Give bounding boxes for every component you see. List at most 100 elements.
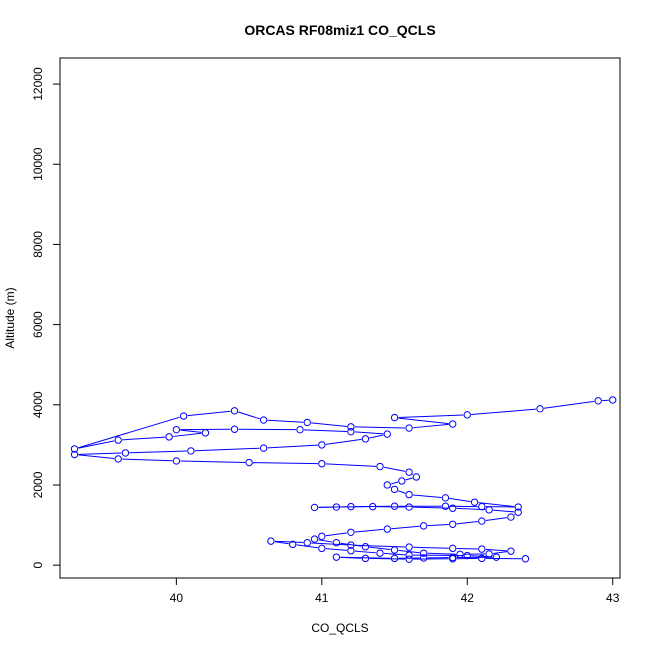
data-point (456, 550, 464, 559)
data-point (318, 544, 326, 553)
series-segment (311, 422, 347, 427)
data-point (398, 477, 406, 485)
series-segment (369, 557, 406, 560)
data-point (478, 554, 486, 563)
data-point (267, 537, 275, 545)
data-point (361, 435, 370, 443)
y-tick-label: 4000 (31, 391, 45, 418)
data-point (376, 549, 384, 557)
series-segment (369, 546, 391, 550)
plot-frame (59, 57, 621, 579)
y-tick-label: 6000 (31, 311, 45, 338)
data-point (318, 441, 326, 449)
data-point (303, 418, 311, 427)
data-point (332, 539, 341, 547)
series-segment (78, 452, 122, 455)
series-segment (180, 460, 246, 463)
series-segment (405, 477, 413, 481)
data-point (449, 420, 457, 428)
data-point (332, 553, 341, 561)
series-segment (303, 429, 347, 433)
series-segment (354, 544, 406, 548)
data-point (318, 532, 326, 541)
data-point (521, 555, 530, 563)
series-segment (427, 552, 457, 555)
data-point (405, 503, 413, 511)
series-segment (78, 416, 180, 449)
x-tick-label: 43 (606, 591, 620, 605)
series-segment (390, 481, 399, 485)
series-segment (267, 419, 304, 423)
data-point (70, 445, 79, 453)
data-point (419, 549, 428, 557)
series-segment (194, 447, 260, 452)
data-point (485, 550, 493, 558)
series-segment (325, 438, 362, 445)
series-segment (325, 463, 377, 467)
data-point (514, 508, 522, 516)
data-point (449, 553, 457, 562)
series-segment (427, 523, 449, 527)
series-segment (456, 547, 478, 550)
data-point (383, 481, 391, 489)
series-segment (485, 517, 508, 522)
data-point (121, 449, 130, 457)
data-point (179, 412, 188, 420)
data-point (347, 502, 355, 511)
data-point (369, 502, 377, 511)
data-point (347, 541, 355, 549)
x-tick-label: 42 (461, 591, 475, 605)
data-point (449, 504, 457, 512)
series-segment (398, 414, 464, 418)
x-tick-label: 41 (315, 591, 329, 605)
data-point (405, 543, 413, 551)
data-point (230, 425, 239, 433)
y-axis-label: Altitude (m) (3, 287, 17, 348)
series-segment (413, 546, 449, 549)
data-point (478, 517, 486, 525)
data-point (449, 520, 457, 528)
series-segment (456, 521, 478, 525)
y-tick-label: 8000 (31, 231, 45, 258)
data-point (390, 546, 399, 554)
data-point (405, 468, 413, 476)
data-point (361, 543, 370, 551)
data-point (347, 528, 355, 536)
series-segment (493, 509, 515, 513)
data-point (347, 427, 355, 436)
series-segment (187, 410, 231, 417)
series-segment (122, 458, 173, 462)
data-point (405, 424, 413, 432)
data-point (332, 503, 341, 511)
data-point (609, 396, 617, 404)
y-tick-label: 0 (31, 562, 45, 569)
data-series (70, 396, 617, 563)
data-point (259, 416, 268, 424)
y-tick-label: 2000 (31, 471, 45, 498)
series-segment (449, 497, 471, 503)
data-point (383, 525, 391, 533)
series-segment (180, 429, 202, 433)
y-tick-label: 10000 (31, 147, 45, 181)
series-segment (325, 548, 347, 551)
data-point (478, 502, 486, 511)
data-point (507, 513, 515, 521)
series-segment (354, 431, 384, 435)
data-point (463, 551, 471, 560)
series-segment (325, 532, 348, 537)
data-point (187, 447, 195, 455)
data-point (390, 413, 399, 422)
data-point (310, 503, 319, 512)
data-point (289, 540, 297, 549)
series-segment (318, 539, 333, 543)
x-tick-label: 40 (170, 591, 184, 605)
data-point (507, 547, 515, 555)
series-segment (492, 551, 508, 554)
series-segment (485, 548, 507, 552)
data-point (390, 485, 399, 494)
data-point (514, 503, 522, 511)
data-point (405, 555, 413, 563)
data-point (230, 407, 239, 415)
data-point (114, 436, 122, 444)
y-axis: 0 2000 4000 6000 8000 10000 12000 (31, 67, 61, 569)
